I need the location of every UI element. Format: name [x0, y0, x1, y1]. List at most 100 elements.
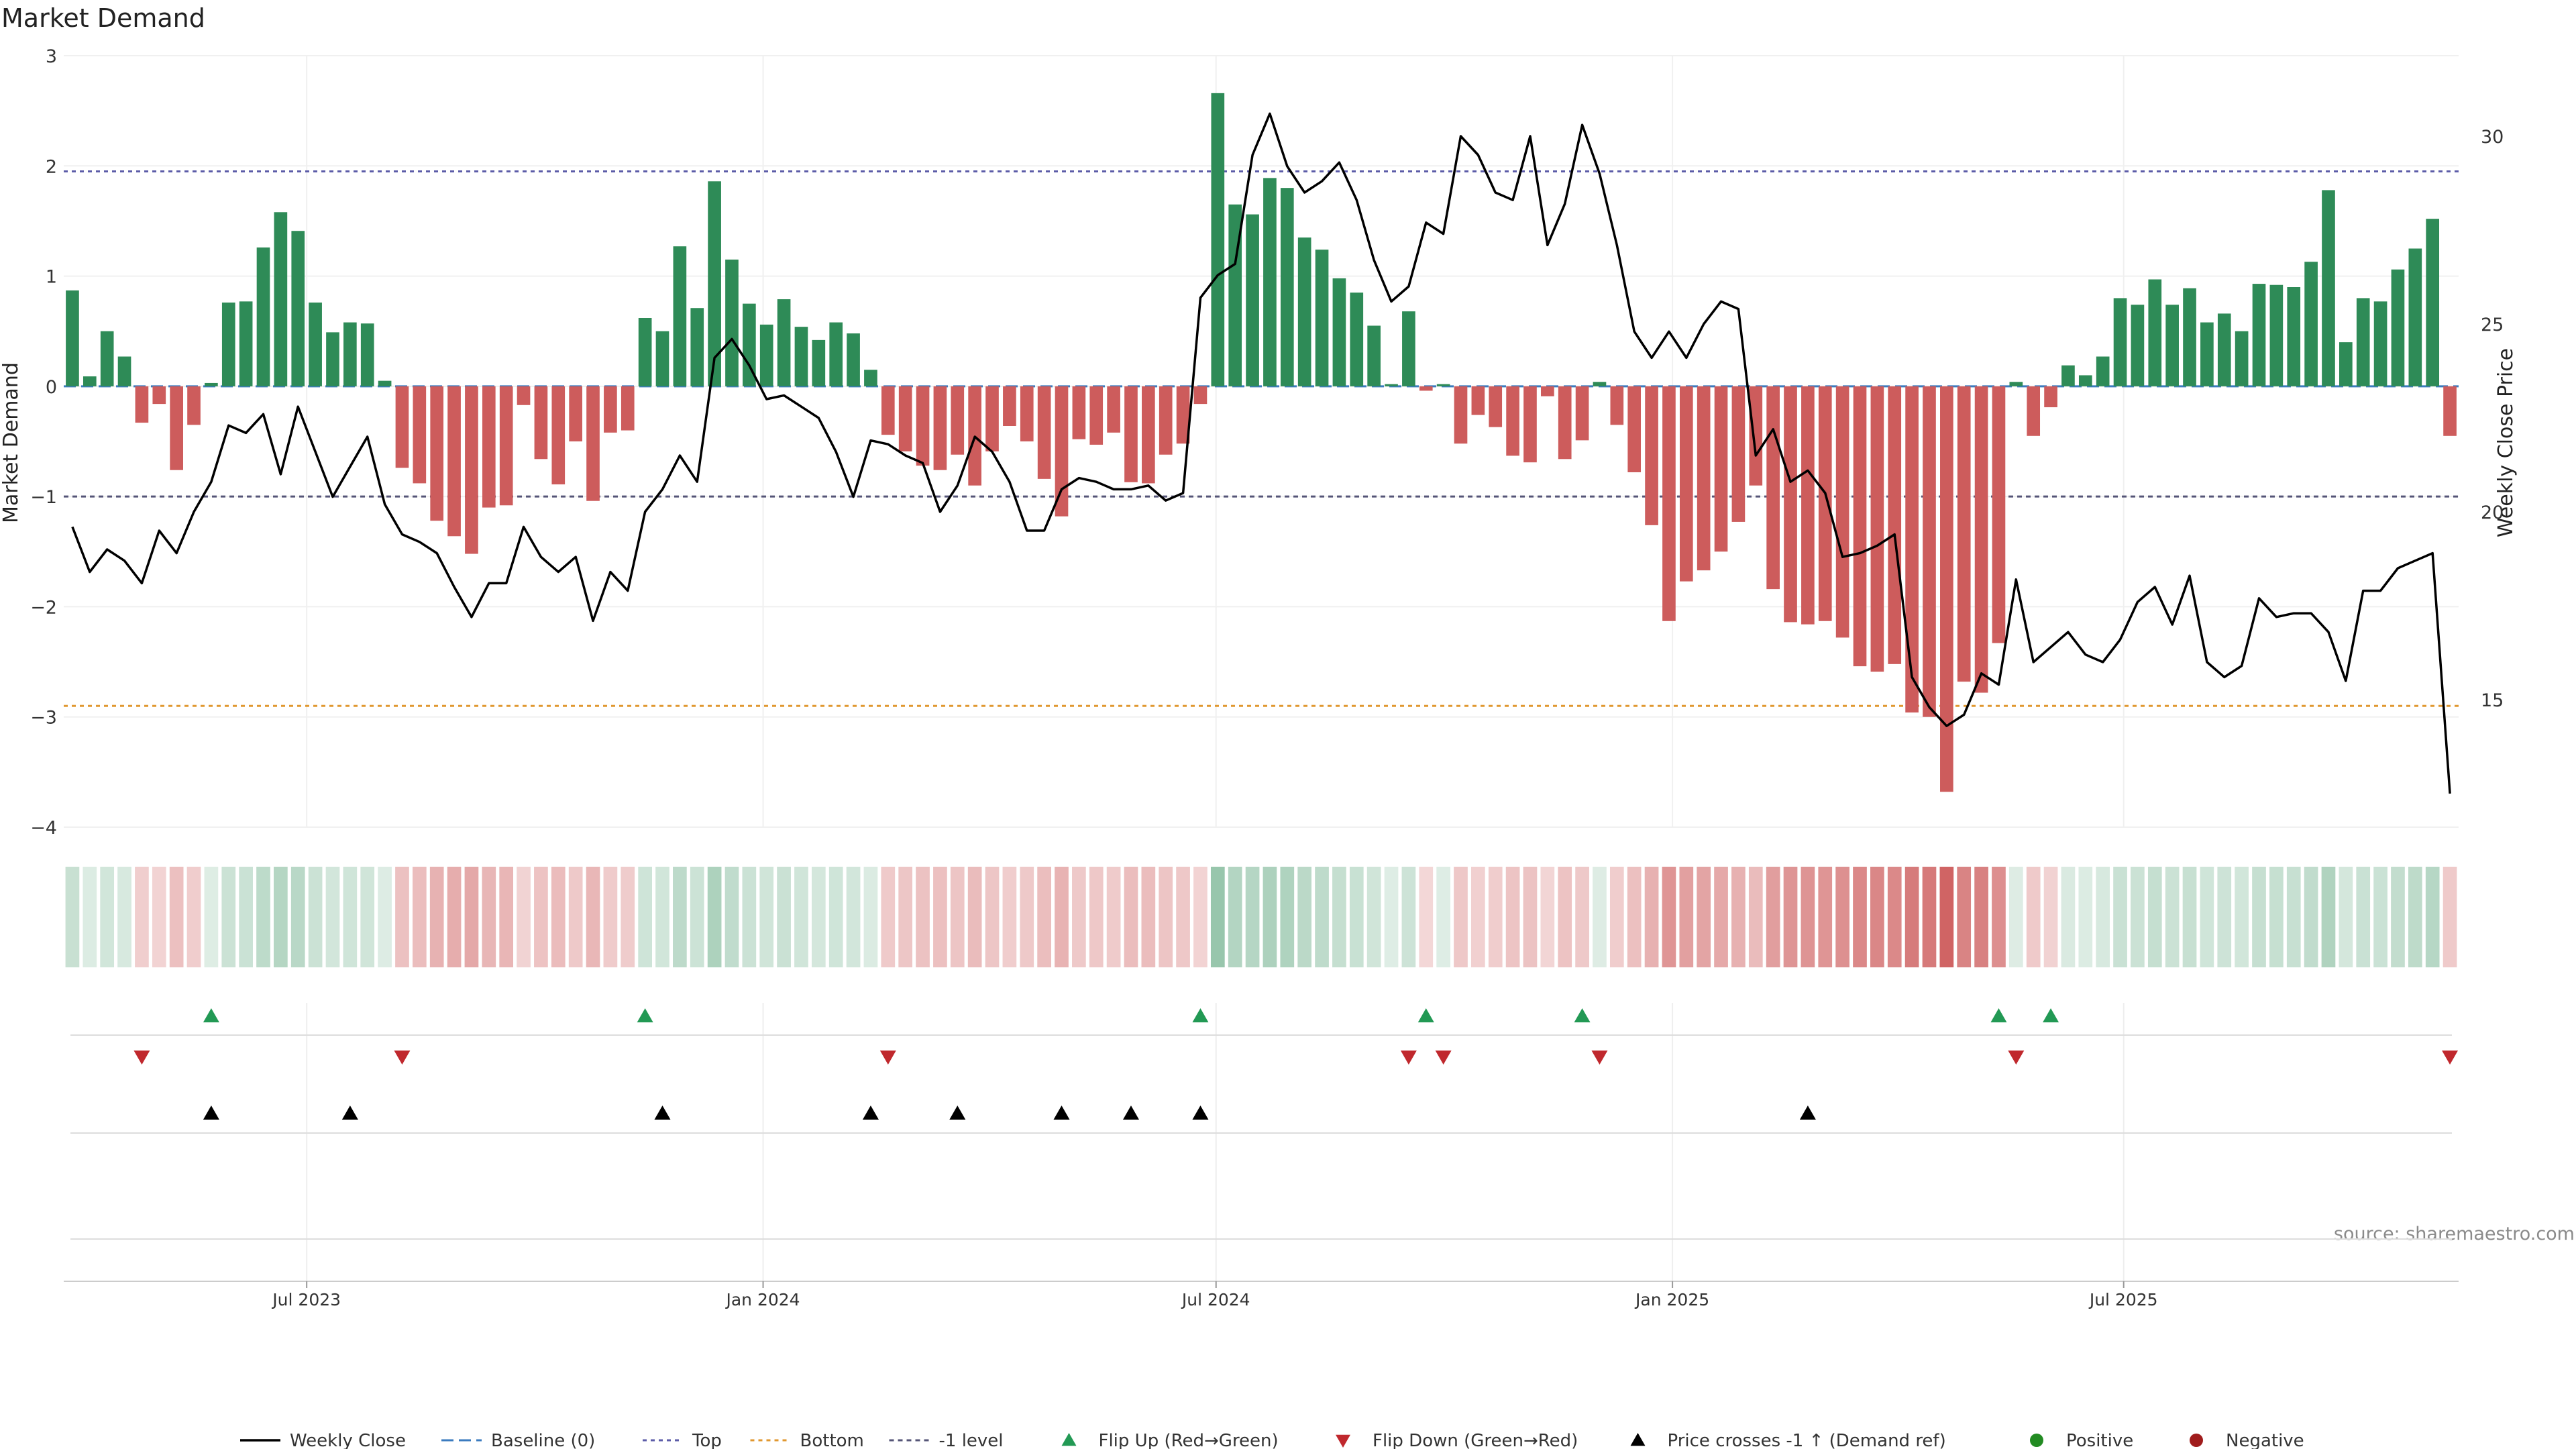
demand-bar-40 [759, 324, 773, 386]
demand-bar-61 [1124, 386, 1138, 482]
heat-cell-96 [1731, 867, 1746, 967]
price-cross-marker-8 [1799, 1106, 1816, 1120]
heat-cell-13 [290, 867, 305, 967]
demand-bar-59 [1089, 386, 1104, 445]
heat-cell-19 [395, 867, 409, 967]
heat-cell-124 [2217, 867, 2232, 967]
demand-bar-131 [2339, 342, 2353, 386]
demand-bar-103 [1853, 386, 1867, 667]
demand-bar-84 [1523, 386, 1537, 463]
price-cross-marker-7 [1192, 1106, 1209, 1120]
demand-bar-57 [1055, 386, 1069, 517]
flip-up-marker-0 [203, 1008, 219, 1022]
heat-cell-39 [742, 867, 757, 967]
demand-bar-21 [430, 386, 444, 521]
demand-bar-86 [1558, 386, 1572, 460]
demand-bar-58 [1072, 386, 1086, 439]
demand-heat-strip [65, 867, 2457, 967]
legend-handle-negative [2190, 1434, 2203, 1447]
demand-bar-8 [205, 382, 218, 386]
legend-label-flip_up: Flip Up (Red→Green) [1099, 1431, 1279, 1449]
x-axis: Jul 2023 Jan 2024 Jul 2024 Jan 2025 Jul 2025 [271, 1281, 2158, 1309]
legend-handle-flip_down [1336, 1434, 1350, 1448]
heat-cell-26 [517, 867, 531, 967]
y-tick-label-4: −1 [30, 487, 57, 508]
heat-cell-102 [1835, 867, 1849, 967]
heat-cell-113 [2026, 867, 2041, 967]
heat-cell-12 [274, 867, 288, 967]
heat-cell-129 [2304, 867, 2318, 967]
demand-bar-47 [881, 386, 895, 435]
legend-label-positive: Positive [2066, 1431, 2133, 1449]
demand-bar-53 [985, 386, 999, 451]
heat-cell-88 [1593, 867, 1607, 967]
demand-bar-82 [1489, 386, 1503, 427]
heat-cell-3 [117, 867, 131, 967]
heat-cell-79 [1436, 867, 1450, 967]
demand-bar-16 [343, 322, 357, 386]
heat-cell-5 [152, 867, 166, 967]
y2-tick-label-0: 15 [2481, 690, 2504, 711]
heat-cell-0 [65, 867, 80, 967]
demand-bar-97 [1749, 386, 1763, 486]
legend-label-minus_one: -1 level [939, 1431, 1004, 1449]
heat-cell-51 [950, 867, 965, 967]
heat-cell-94 [1697, 867, 1711, 967]
heat-cell-28 [551, 867, 566, 967]
y-tick-label-3: 0 [46, 377, 57, 398]
flip-down-marker-0 [133, 1051, 150, 1065]
demand-bar-35 [673, 246, 687, 386]
demand-bar-3 [117, 356, 131, 386]
heat-cell-85 [1540, 867, 1555, 967]
demand-bar-134 [2391, 269, 2405, 386]
demand-bar-124 [2217, 313, 2231, 386]
flip-down-marker-3 [1400, 1051, 1417, 1065]
heat-cell-61 [1124, 867, 1138, 967]
demand-bar-136 [2426, 219, 2440, 386]
heat-cell-116 [2078, 867, 2093, 967]
demand-bar-0 [66, 290, 79, 386]
heat-cell-125 [2235, 867, 2249, 967]
heat-cell-45 [846, 867, 861, 967]
heat-cell-86 [1558, 867, 1572, 967]
heat-cell-44 [828, 867, 843, 967]
heat-cell-131 [2339, 867, 2353, 967]
heat-cell-21 [429, 867, 444, 967]
heat-cell-64 [1176, 867, 1190, 967]
demand-bar-38 [725, 259, 739, 386]
price-cross-marker-2 [654, 1106, 671, 1120]
price-line-group [71, 112, 2451, 794]
heat-cell-58 [1072, 867, 1086, 967]
demand-bar-83 [1506, 386, 1519, 456]
heat-cell-133 [2373, 867, 2387, 967]
legend-label-baseline: Baseline (0) [491, 1431, 595, 1449]
legend-handle-cross [1630, 1433, 1646, 1446]
demand-bar-65 [1193, 386, 1208, 405]
heat-cell-17 [360, 867, 375, 967]
legend-label-flip_down: Flip Down (Green→Red) [1373, 1431, 1578, 1449]
heat-cell-38 [724, 867, 739, 967]
heat-cell-100 [1801, 867, 1815, 967]
heat-cell-115 [2061, 867, 2076, 967]
x-tick-label-3: Jan 2025 [1634, 1290, 1709, 1309]
demand-bar-15 [326, 332, 339, 386]
demand-bar-44 [829, 322, 843, 386]
price-cross-marker-1 [341, 1106, 358, 1120]
demand-bar-39 [743, 303, 756, 386]
demand-bar-112 [2009, 382, 2023, 386]
flip-up-marker-1 [637, 1008, 653, 1022]
heat-cell-70 [1280, 867, 1295, 967]
heat-cell-117 [2096, 867, 2110, 967]
price-cross-marker-5 [1053, 1106, 1070, 1120]
heat-cell-46 [863, 867, 878, 967]
heat-cell-92 [1662, 867, 1676, 967]
demand-bar-125 [2235, 331, 2249, 386]
heat-cell-14 [308, 867, 323, 967]
heat-cell-98 [1766, 867, 1780, 967]
heat-cell-4 [135, 867, 149, 967]
heat-cell-127 [2269, 867, 2284, 967]
demand-bar-69 [1263, 178, 1277, 386]
demand-bar-92 [1662, 386, 1676, 621]
heat-cell-93 [1679, 867, 1694, 967]
demand-bar-89 [1610, 386, 1624, 425]
